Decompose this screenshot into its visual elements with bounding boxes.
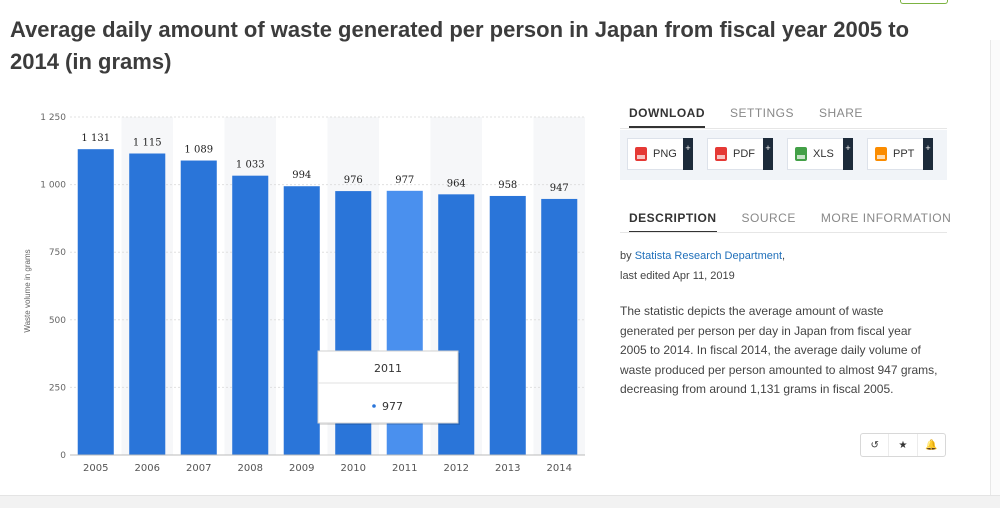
x-tick-label: 2007	[186, 463, 211, 474]
x-tick-label: 2008	[238, 463, 263, 474]
bar-2008[interactable]	[232, 175, 269, 455]
description-tabs: DESCRIPTION SOURCE MORE INFORMATION	[629, 211, 976, 233]
by-prefix: by	[620, 250, 635, 262]
png-download-button[interactable]: PNG +	[627, 138, 693, 170]
bar-2006[interactable]	[129, 153, 166, 455]
star-icon[interactable]: ★	[888, 434, 916, 456]
x-tick-label: 2005	[83, 463, 108, 474]
xls-plus-icon[interactable]: +	[843, 138, 853, 170]
x-tick-label: 2013	[495, 463, 520, 474]
by-suffix: ,	[782, 250, 786, 262]
y-axis-label: Waste volume in grams	[23, 249, 32, 332]
history-icon[interactable]: ↺	[870, 439, 879, 451]
data-label-2011: 977	[395, 175, 414, 186]
action-buttons: ↺ ★ 🔔	[860, 433, 946, 457]
tab-divider	[620, 232, 947, 233]
tooltip-series-dot	[372, 404, 376, 408]
pdf-plus-icon[interactable]: +	[763, 138, 773, 170]
y-tick-label: 250	[49, 383, 66, 393]
y-tick-label: 1 250	[40, 113, 66, 123]
y-tick-label: 1 000	[40, 181, 66, 191]
page-title: Average daily amount of waste generated …	[10, 17, 910, 74]
chart: 0 250 500 750 1 000 1 250 Waste volume in gram…	[20, 105, 595, 480]
xls-download-button[interactable]: XLS +	[787, 138, 853, 170]
tooltip-title: 2011	[374, 362, 402, 375]
png-label: PNG	[653, 148, 677, 160]
last-edited: last edited Apr 11, 2019	[620, 270, 735, 282]
tab-share[interactable]: SHARE	[819, 106, 863, 120]
bar-chart-svg: 0 250 500 750 1 000 1 250 Waste volume in gram…	[23, 113, 585, 474]
bar-2009[interactable]	[283, 186, 320, 455]
tooltip-value: 977	[382, 400, 403, 413]
data-label-2009: 994	[292, 170, 311, 181]
tab-more-information[interactable]: MORE INFORMATION	[820, 211, 952, 225]
bar-2007[interactable]	[180, 160, 217, 455]
bar-2005[interactable]	[77, 149, 114, 455]
y-tick-label: 500	[49, 316, 66, 326]
x-tick-label: 2009	[289, 463, 314, 474]
ppt-file-icon	[875, 147, 887, 161]
tab-download[interactable]: DOWNLOAD	[629, 106, 705, 128]
x-tick-label: 2006	[135, 463, 160, 474]
footer-strip	[0, 495, 1000, 508]
description-text: The statistic depicts the average amount…	[620, 304, 938, 396]
download-panel: PNG + PDF + XLS + PPT +	[620, 130, 947, 180]
data-label-2008: 1 033	[236, 160, 265, 171]
tooltip	[317, 350, 459, 424]
ppt-label: PPT	[893, 148, 915, 160]
data-label-2007: 1 089	[184, 145, 213, 156]
xls-file-icon	[795, 147, 807, 161]
png-plus-icon[interactable]: +	[683, 138, 693, 170]
ppt-download-button[interactable]: PPT +	[867, 138, 933, 170]
x-tick-label: 2014	[547, 463, 572, 474]
tab-settings[interactable]: SETTINGS	[730, 106, 795, 120]
data-label-2006: 1 115	[133, 138, 162, 149]
x-tick-label: 2010	[341, 463, 366, 474]
y-tick-label: 0	[60, 451, 66, 461]
tab-divider	[620, 128, 947, 129]
author-line: by Statista Research Department,	[620, 246, 785, 266]
bar-2013[interactable]	[489, 195, 526, 456]
scroll-strip	[990, 40, 1000, 508]
data-label-2012: 964	[447, 178, 466, 189]
tab-description[interactable]: DESCRIPTION	[629, 211, 717, 233]
data-label-2010: 976	[344, 175, 363, 186]
pdf-label: PDF	[733, 148, 755, 160]
xls-label: XLS	[813, 148, 834, 160]
bar-2014[interactable]	[541, 198, 578, 455]
pdf-file-icon	[715, 147, 727, 161]
x-tick-label: 2012	[444, 463, 469, 474]
tab-source[interactable]: SOURCE	[741, 211, 796, 225]
x-tick-label: 2011	[392, 463, 417, 474]
png-file-icon	[635, 147, 647, 161]
pdf-download-button[interactable]: PDF +	[707, 138, 773, 170]
top-edge-button[interactable]	[900, 0, 948, 4]
meta-info: by Statista Research Department, last ed…	[620, 246, 785, 286]
bell-icon[interactable]: 🔔	[916, 434, 945, 456]
data-label-2014: 947	[550, 183, 569, 194]
data-label-2005: 1 131	[81, 133, 110, 144]
author-link[interactable]: Statista Research Department	[634, 250, 783, 262]
data-label-2013: 958	[498, 180, 517, 191]
ppt-plus-icon[interactable]: +	[923, 138, 933, 170]
y-tick-label: 750	[49, 248, 66, 258]
download-tabs: DOWNLOAD SETTINGS SHARE	[629, 106, 888, 128]
